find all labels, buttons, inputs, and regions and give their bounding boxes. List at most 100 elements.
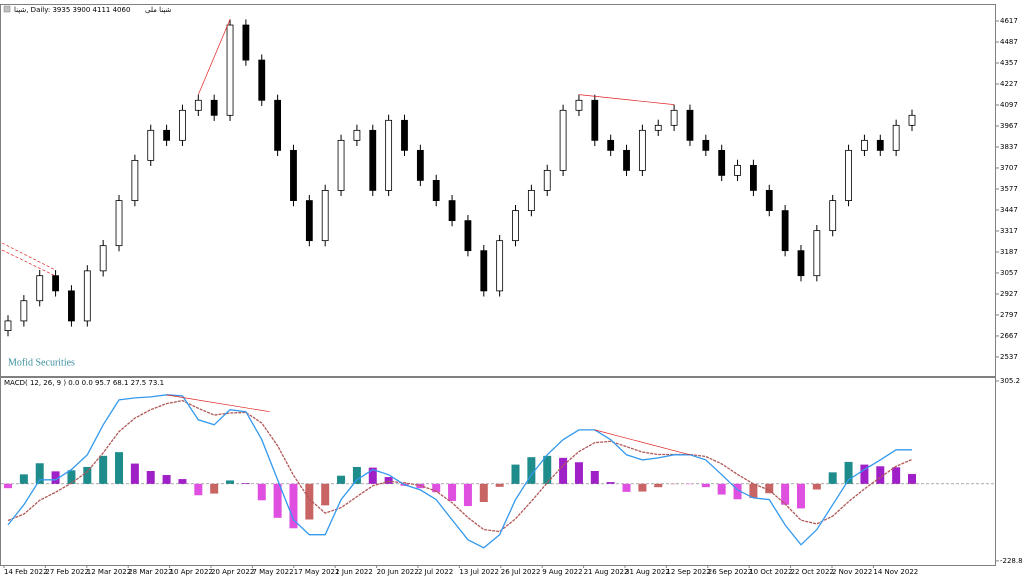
y-tick-label: 3317	[1000, 227, 1018, 235]
x-tick-label: 12 Sep 2022	[666, 568, 710, 576]
x-tick-label: 2 Jul 2022	[418, 568, 453, 576]
divergence-line	[166, 394, 270, 413]
histogram-bar	[273, 483, 282, 518]
candle-body	[892, 124, 900, 151]
histogram-bar	[162, 475, 171, 484]
candle-body	[448, 200, 456, 222]
candle-body	[686, 109, 694, 141]
histogram-bar	[654, 483, 663, 488]
candle-body	[876, 139, 884, 151]
candle-body	[781, 210, 789, 252]
x-tick-label: 31 Aug 2022	[625, 568, 670, 576]
histogram-bar	[844, 461, 853, 484]
histogram-bar	[146, 470, 155, 484]
candle-body	[353, 129, 361, 141]
histogram-bar	[511, 464, 520, 484]
histogram-bar	[622, 483, 631, 492]
candle-body	[68, 290, 75, 322]
x-tick-label: 20 Jun 2022	[377, 568, 419, 576]
histogram-bar	[115, 452, 124, 484]
candle-body	[543, 169, 551, 191]
histogram-bar	[828, 472, 837, 484]
candle-body	[829, 200, 837, 232]
y-tick-label: 2927	[1000, 290, 1018, 298]
candle-body	[163, 129, 170, 141]
candle-body	[527, 190, 535, 212]
candle-body	[226, 24, 234, 116]
candle-body	[512, 210, 519, 242]
x-tick-label: 9 Aug 2022	[542, 568, 582, 576]
candle-body	[115, 200, 123, 247]
candle-body	[36, 275, 44, 302]
x-tick-label: 21 Aug 2022	[584, 568, 629, 576]
candle-body	[813, 230, 821, 277]
trend-line	[1, 242, 56, 271]
histogram-bar	[289, 483, 298, 529]
candle-body	[559, 109, 567, 171]
candle-body	[242, 24, 250, 61]
trend-line	[197, 19, 231, 95]
histogram-bar	[781, 483, 790, 505]
histogram-bar	[352, 466, 361, 484]
histogram-bar	[559, 457, 568, 484]
y-tick-label: 4617	[1000, 17, 1018, 25]
watermark: Mofid Securities	[8, 357, 75, 368]
candle-body	[638, 129, 646, 171]
histogram-bar	[305, 483, 314, 520]
candle-body	[607, 139, 615, 151]
histogram-bar	[448, 483, 457, 501]
y-tick-label: 3187	[1000, 248, 1018, 256]
candle-body	[99, 245, 107, 272]
macd-title: MACD( 12, 26, 9 ) 0.0 0.0 95.7 68.1 27.5…	[4, 379, 164, 387]
candle-body	[750, 164, 757, 191]
candle-body	[4, 320, 12, 332]
histogram-bar	[908, 474, 916, 484]
histogram-bar	[130, 463, 139, 484]
x-tick-label: 27 Feb 2022	[45, 568, 89, 576]
y-tick-label: 3447	[1000, 206, 1018, 214]
y-tick-label: 3837	[1000, 143, 1018, 151]
histogram-bar	[210, 483, 219, 494]
x-tick-label: 28 Mar 2022	[128, 568, 172, 576]
x-tick-label: 10 Oct 2022	[749, 568, 792, 576]
histogram-bar	[796, 483, 805, 509]
histogram-bar	[337, 475, 346, 484]
histogram-bar	[765, 483, 774, 494]
candle-body	[654, 124, 662, 131]
histogram-bar	[606, 482, 615, 484]
y-tick-label: 4487	[1000, 38, 1018, 46]
y-tick-label: 3057	[1000, 269, 1018, 277]
x-tick-label: 1 Jun 2022	[335, 568, 373, 576]
histogram-bar	[495, 483, 504, 487]
candle-body	[274, 99, 282, 151]
histogram-bar	[479, 483, 488, 502]
histogram-bar	[812, 483, 821, 490]
chart-subtitle: شپنا ملی	[145, 6, 171, 14]
y-tick-label: 2797	[1000, 311, 1018, 319]
x-tick-label: 26 Sep 2022	[708, 568, 752, 576]
candle-body	[480, 250, 488, 292]
histogram-bar	[432, 483, 441, 493]
histogram-bar	[4, 483, 12, 489]
candle-body	[179, 109, 186, 141]
x-tick-label: 14 Feb 2022	[4, 568, 48, 576]
candle-body	[52, 275, 59, 292]
candle-body	[496, 240, 504, 292]
candle-body	[337, 139, 345, 191]
y-tick-label: -228.8	[1000, 557, 1023, 565]
candle-body	[131, 159, 139, 201]
y-tick-label: 3967	[1000, 122, 1018, 130]
candle-body	[416, 149, 424, 181]
histogram-bar	[876, 466, 885, 484]
x-tick-label: 22 Oct 2022	[791, 568, 834, 576]
candle-body	[83, 270, 91, 322]
signal-line	[7, 399, 913, 533]
candle-body	[702, 139, 710, 151]
trend-line	[578, 94, 675, 106]
y-tick-label: 4097	[1000, 101, 1018, 109]
histogram-bar	[701, 483, 710, 488]
candle-body	[369, 129, 377, 191]
macd-panel	[0, 377, 996, 566]
x-tick-label: 20 Apr 2022	[211, 568, 254, 576]
